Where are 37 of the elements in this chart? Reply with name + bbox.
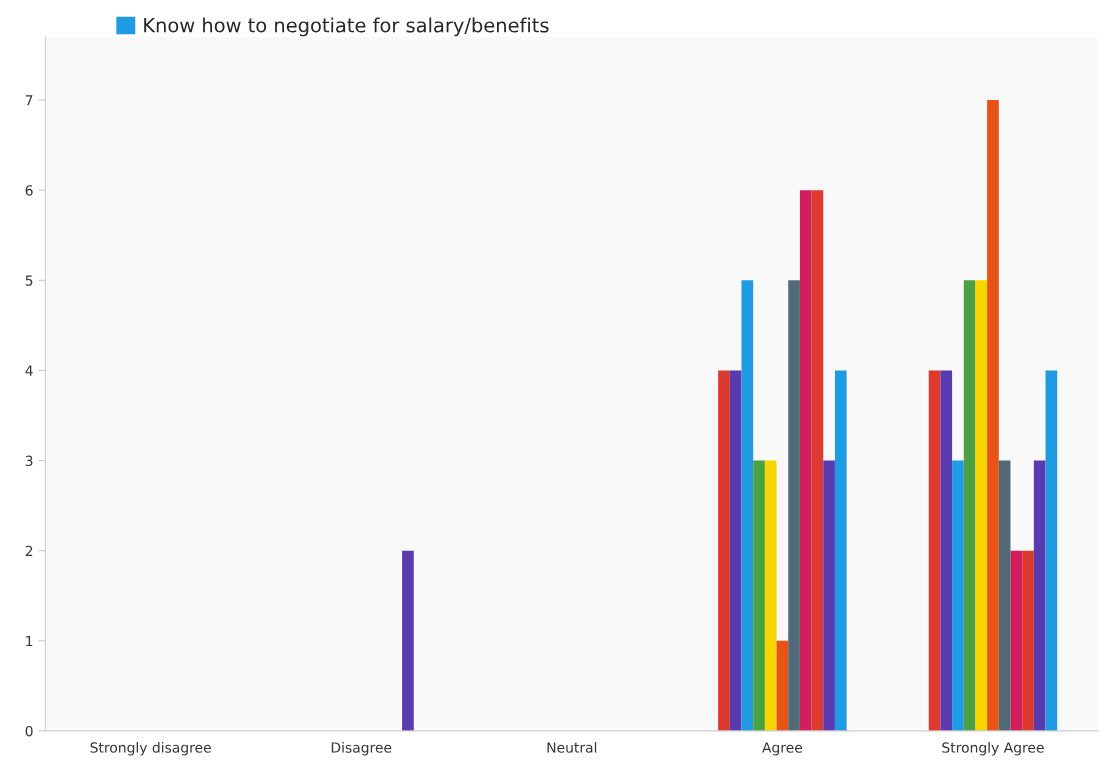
bar [963,280,976,731]
bar [741,280,754,731]
bar [998,460,1011,731]
bar [1010,550,1023,731]
legend-label: Know how to negotiate for salary/benefits [144,17,549,37]
bar [1022,550,1034,731]
y-tick-label: 3 [25,455,33,467]
bar [402,550,414,731]
bar [940,370,953,731]
bar [952,460,964,731]
y-tick-label: 4 [25,365,33,376]
bar [1033,460,1046,731]
bar [718,370,730,731]
bar [753,460,765,731]
bar [811,190,824,731]
x-tick-label: Strongly Agree [942,742,1044,756]
bar [1045,370,1058,731]
x-tick-label: Disagree [331,742,392,756]
bar [776,640,789,731]
x-tick-label: Agree [762,742,803,756]
x-tick-label: Strongly disagree [90,742,211,756]
bar [987,100,999,731]
y-tick-label: 0 [25,725,33,737]
x-tick-label: Neutral [547,742,597,753]
bar [928,370,941,731]
y-tick-label: 5 [25,275,33,286]
bar [834,370,847,731]
y-tick-label: 6 [25,185,33,196]
bar [764,460,777,731]
y-tick-label: 2 [25,545,33,556]
y-tick-label: 1 [26,635,33,647]
bar [799,190,812,731]
bar [788,280,800,731]
bar [729,370,742,731]
bar [823,460,835,731]
y-tick-label: 7 [25,95,33,106]
bar [975,280,988,731]
